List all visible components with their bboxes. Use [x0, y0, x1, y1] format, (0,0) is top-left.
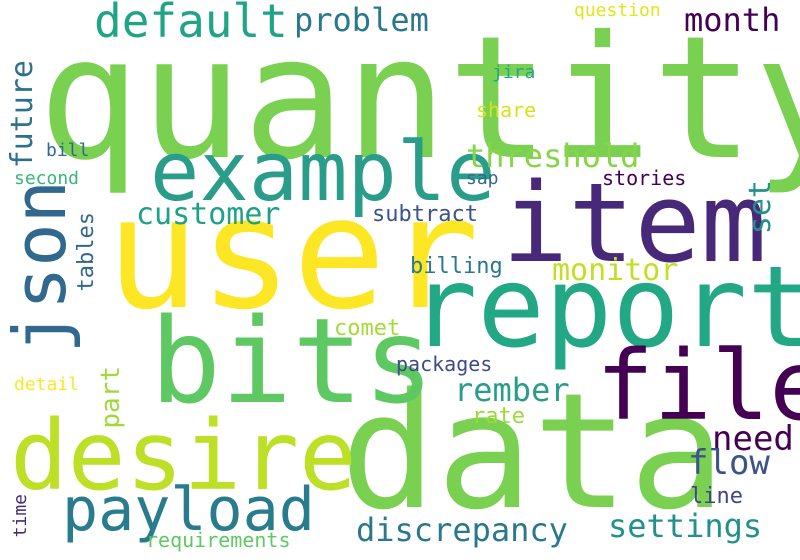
- word-stories: stories: [602, 166, 687, 190]
- word-comet: comet: [334, 316, 401, 341]
- word-item: item: [502, 159, 767, 287]
- word-file: file: [596, 330, 800, 442]
- word-rate: rate: [472, 404, 525, 429]
- word-report: report: [410, 243, 800, 373]
- word-subtract: subtract: [372, 202, 478, 227]
- word-discrepancy: discrepancy: [356, 511, 568, 549]
- word-threshold: threshold: [466, 137, 640, 175]
- word-part: part: [96, 366, 126, 429]
- word-line: line: [690, 484, 743, 509]
- word-payload: payload: [62, 475, 315, 545]
- word-bill: bill: [46, 140, 90, 161]
- word-set: set: [743, 180, 778, 235]
- word-tables: tables: [74, 212, 99, 292]
- word-desire: desire: [10, 400, 357, 512]
- word-user: user: [106, 163, 480, 344]
- word-settings: settings: [608, 507, 763, 545]
- word-quantity: quantity: [38, 0, 800, 198]
- word-rember: rember: [454, 371, 570, 409]
- word-future: future: [5, 60, 40, 169]
- word-default: default: [94, 0, 288, 48]
- word-flow: flow: [688, 443, 770, 483]
- word-billing: billing: [410, 254, 503, 279]
- word-data: data: [340, 358, 726, 545]
- word-problem: problem: [294, 1, 429, 39]
- word-example: example: [150, 125, 496, 220]
- word-time: time: [10, 494, 31, 538]
- word-second: second: [14, 168, 80, 189]
- word-packages: packages: [396, 352, 493, 376]
- word-detail: detail: [14, 374, 80, 395]
- word-customer: customer: [136, 197, 281, 232]
- word-jira: jira: [492, 62, 536, 83]
- word-bits: bits: [150, 292, 435, 430]
- word-need: need: [712, 419, 794, 459]
- word-month: month: [684, 1, 781, 39]
- word-question: question: [574, 0, 661, 21]
- word-json: json: [0, 180, 82, 354]
- word-requirements: requirements: [146, 528, 291, 552]
- word-monitor: monitor: [552, 253, 679, 288]
- word-share: share: [476, 98, 537, 122]
- word-sap: sap: [466, 168, 499, 189]
